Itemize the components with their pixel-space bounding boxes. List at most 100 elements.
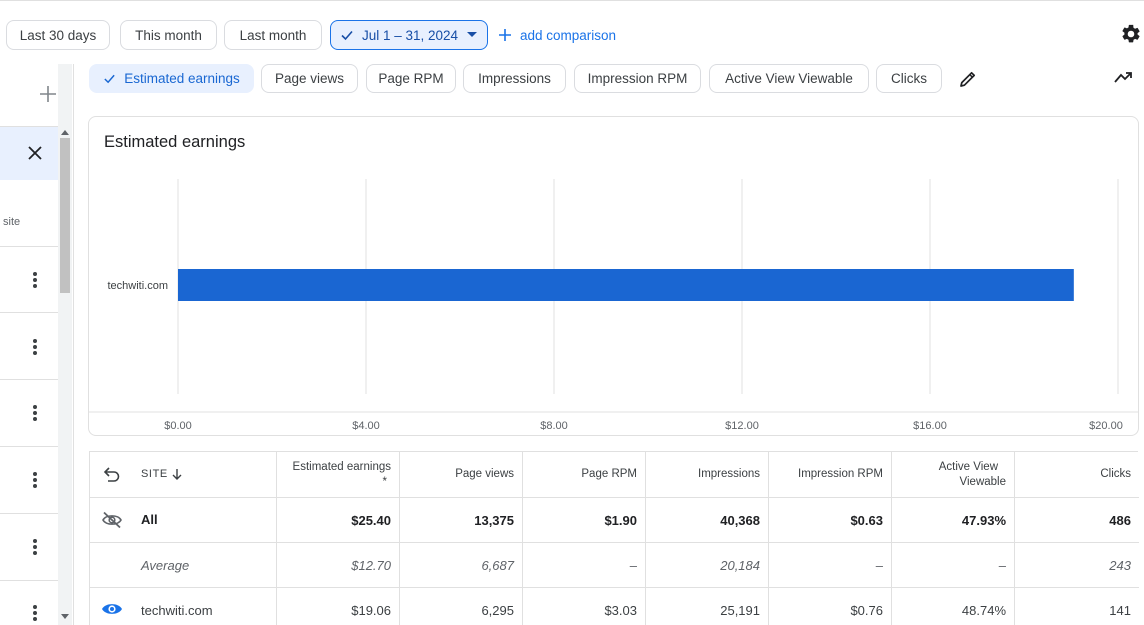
table-cell: 48.74% bbox=[891, 588, 1014, 625]
date-range-label: Jul 1 – 31, 2024 bbox=[361, 27, 459, 43]
header-label: Active View bbox=[938, 460, 998, 473]
scroll-up-arrow-icon[interactable] bbox=[61, 130, 69, 135]
metric-chip-label: Estimated earnings bbox=[124, 71, 240, 86]
x-tick-label: $16.00 bbox=[913, 420, 947, 432]
visibility-off-icon[interactable] bbox=[101, 511, 123, 529]
caret-down-icon bbox=[467, 32, 478, 37]
x-tick-label: $8.00 bbox=[540, 420, 568, 432]
table-cell: 141 bbox=[1014, 588, 1139, 625]
metric-chip-page-views[interactable]: Page views bbox=[261, 64, 358, 93]
metric-chip-label: Page RPM bbox=[378, 71, 444, 86]
x-tick-label: $0.00 bbox=[164, 420, 192, 432]
arrow-down-icon[interactable] bbox=[172, 468, 182, 481]
this-month-button[interactable]: This month bbox=[120, 20, 217, 50]
plus-icon bbox=[499, 29, 511, 41]
page-views-column-header[interactable]: Page views bbox=[399, 452, 522, 497]
scroll-down-arrow-icon[interactable] bbox=[61, 614, 69, 619]
table-row-site: techwiti.com $19.06 6,295 $3.03 25,191 $… bbox=[90, 588, 1139, 625]
gear-icon[interactable] bbox=[1120, 23, 1142, 45]
table-cell: $12.70 bbox=[276, 543, 399, 587]
rail-row bbox=[0, 380, 58, 447]
add-filter-icon[interactable] bbox=[38, 84, 58, 104]
metric-chip-page-rpm[interactable]: Page RPM bbox=[366, 64, 456, 93]
pencil-icon[interactable] bbox=[958, 69, 978, 89]
table-cell: $1.90 bbox=[522, 498, 645, 542]
more-vert-icon[interactable] bbox=[33, 539, 38, 555]
page-rpm-column-header[interactable]: Page RPM bbox=[522, 452, 645, 497]
row-label: All bbox=[141, 512, 158, 527]
trend-chart-icon[interactable] bbox=[1114, 70, 1134, 86]
header-label: Impression RPM bbox=[798, 468, 883, 480]
more-vert-icon[interactable] bbox=[33, 272, 38, 288]
table-cell: 6,687 bbox=[399, 543, 522, 587]
rail-row bbox=[0, 247, 58, 313]
more-vert-icon[interactable] bbox=[33, 472, 38, 488]
category-label: techwiti.com bbox=[107, 280, 168, 292]
header-label: Viewable bbox=[959, 475, 1006, 488]
table-cell: 20,184 bbox=[645, 543, 768, 587]
table-cell: 47.93% bbox=[891, 498, 1014, 542]
rail-row bbox=[0, 447, 58, 514]
table-cell: $25.40 bbox=[276, 498, 399, 542]
metric-chip-clicks[interactable]: Clicks bbox=[876, 64, 942, 93]
header-label: Impressions bbox=[698, 468, 760, 480]
more-vert-icon[interactable] bbox=[33, 405, 38, 421]
table-cell: – bbox=[522, 543, 645, 587]
site-label: site bbox=[3, 216, 21, 228]
row-label-cell: All bbox=[90, 498, 276, 542]
row-label: Average bbox=[141, 558, 190, 573]
site-column-header[interactable]: SITE bbox=[141, 468, 168, 480]
last-month-label: Last month bbox=[239, 27, 307, 43]
site-header-cell: SITE bbox=[90, 452, 276, 497]
estimated-earnings-column-header[interactable]: Estimated earnings * bbox=[276, 452, 399, 497]
scrollbar-thumb[interactable] bbox=[60, 138, 70, 293]
left-scrollbar[interactable] bbox=[58, 64, 72, 625]
check-icon bbox=[341, 30, 353, 41]
active-view-viewable-column-header[interactable]: Active View Viewable bbox=[891, 452, 1014, 497]
last-month-button[interactable]: Last month bbox=[224, 20, 322, 50]
table-cell: 40,368 bbox=[645, 498, 768, 542]
table-cell: 25,191 bbox=[645, 588, 768, 625]
clicks-column-header[interactable]: Clicks bbox=[1014, 452, 1139, 497]
more-vert-icon[interactable] bbox=[33, 605, 38, 621]
more-vert-icon[interactable] bbox=[33, 339, 38, 355]
last-30-days-button[interactable]: Last 30 days bbox=[6, 20, 110, 50]
add-comparison-button[interactable]: add comparison bbox=[498, 25, 616, 45]
header-label: Estimated earnings bbox=[292, 460, 391, 473]
table-header-row: SITE Estimated earnings * Page views Pag… bbox=[90, 452, 1139, 498]
metric-chip-active-view-viewable[interactable]: Active View Viewable bbox=[709, 64, 869, 93]
close-filter-button[interactable] bbox=[0, 126, 58, 180]
table-cell: 6,295 bbox=[399, 588, 522, 625]
rail-site-header bbox=[0, 180, 58, 247]
impressions-column-header[interactable]: Impressions bbox=[645, 452, 768, 497]
metric-chip-impression-rpm[interactable]: Impression RPM bbox=[574, 64, 701, 93]
date-range-dropdown[interactable]: Jul 1 – 31, 2024 bbox=[330, 20, 488, 50]
metric-chip-impressions[interactable]: Impressions bbox=[463, 64, 566, 93]
metric-chip-estimated-earnings[interactable]: Estimated earnings bbox=[89, 64, 254, 93]
row-label-cell: Average bbox=[90, 543, 276, 587]
rail-row bbox=[0, 313, 58, 380]
header-label: Page RPM bbox=[581, 468, 637, 480]
table-cell: 13,375 bbox=[399, 498, 522, 542]
table-cell: $3.03 bbox=[522, 588, 645, 625]
metric-chip-label: Active View Viewable bbox=[725, 71, 853, 86]
table-cell: $0.63 bbox=[768, 498, 891, 542]
rail-row bbox=[0, 514, 58, 581]
table-cell: 243 bbox=[1014, 543, 1139, 587]
metric-chip-label: Impressions bbox=[478, 71, 551, 86]
chart-title: Estimated earnings bbox=[104, 133, 246, 151]
row-label-cell: techwiti.com bbox=[90, 588, 276, 625]
metric-chip-label: Clicks bbox=[891, 71, 927, 86]
row-label[interactable]: techwiti.com bbox=[141, 603, 213, 618]
this-month-label: This month bbox=[135, 27, 202, 43]
table-row-all: All $25.40 13,375 $1.90 40,368 $0.63 47.… bbox=[90, 498, 1139, 543]
header-label: Page views bbox=[455, 468, 514, 480]
bar bbox=[178, 269, 1074, 301]
undo-icon[interactable] bbox=[103, 466, 121, 482]
table-cell: $19.06 bbox=[276, 588, 399, 625]
add-comparison-label: add comparison bbox=[520, 27, 617, 43]
visibility-icon[interactable] bbox=[101, 601, 123, 617]
table-cell: – bbox=[768, 543, 891, 587]
impression-rpm-column-header[interactable]: Impression RPM bbox=[768, 452, 891, 497]
metric-chip-label: Page views bbox=[274, 71, 345, 86]
